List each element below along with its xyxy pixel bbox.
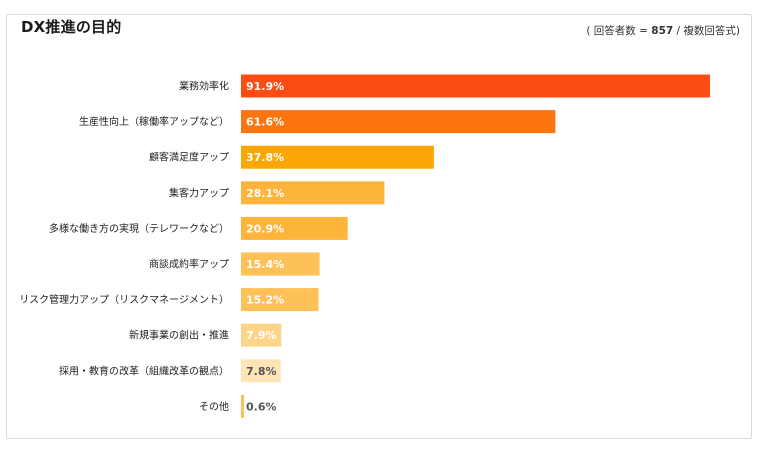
bar bbox=[241, 323, 282, 347]
category-label: 顧客満足度アップ bbox=[149, 151, 229, 164]
bar bbox=[241, 394, 245, 418]
category-label: 採用・教育の改革（組織改革の観点） bbox=[59, 364, 229, 377]
chart-title: DX推進の目的 bbox=[21, 18, 122, 36]
bar bbox=[241, 288, 319, 312]
category-label: その他 bbox=[199, 400, 229, 413]
value-label: 0.6% bbox=[246, 400, 277, 413]
note-prefix: ( 回答者数 = bbox=[586, 25, 652, 37]
category-label: 新規事業の創出・推進 bbox=[129, 329, 229, 342]
note-suffix: / 複数回答式) bbox=[673, 25, 740, 37]
category-label: 生産性向上（稼働率アップなど） bbox=[79, 115, 229, 128]
bar bbox=[241, 359, 281, 383]
value-label: 61.6% bbox=[246, 116, 284, 129]
category-label: 商談成約率アップ bbox=[149, 258, 229, 271]
value-label: 28.1% bbox=[246, 187, 284, 200]
value-label: 7.8% bbox=[246, 365, 277, 378]
category-label: 集客力アップ bbox=[169, 186, 229, 199]
bar bbox=[241, 181, 385, 205]
bar bbox=[241, 145, 434, 169]
bar bbox=[241, 74, 710, 98]
value-label: 20.9% bbox=[246, 222, 284, 235]
category-label: 多様な働き方の実現（テレワークなど） bbox=[49, 222, 229, 235]
category-label: 業務効率化 bbox=[179, 80, 229, 93]
category-label: リスク管理力アップ（リスクマネージメント） bbox=[19, 293, 229, 306]
value-label: 37.8% bbox=[246, 151, 284, 164]
bar bbox=[241, 110, 556, 134]
value-label: 15.4% bbox=[246, 258, 284, 271]
value-label: 15.2% bbox=[246, 294, 284, 307]
value-label: 7.9% bbox=[246, 329, 277, 342]
bar bbox=[241, 252, 320, 276]
respondent-note: ( 回答者数 = 857 / 複数回答式) bbox=[586, 23, 740, 38]
bar bbox=[241, 216, 348, 240]
respondent-count: 857 bbox=[651, 25, 674, 37]
value-label: 91.9% bbox=[246, 80, 284, 93]
